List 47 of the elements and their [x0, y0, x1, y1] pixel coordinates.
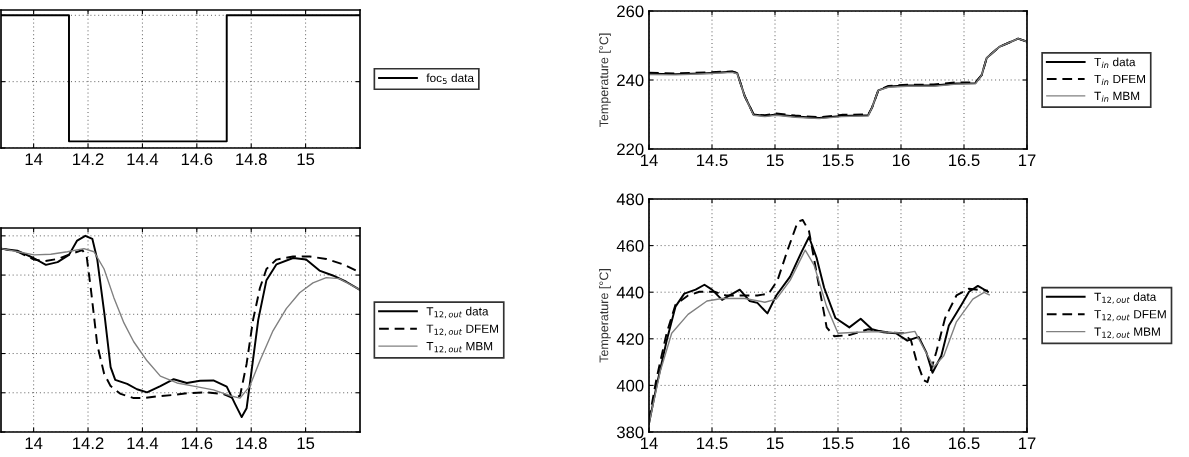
- legend-label: T$_{in}$ MBM: [1094, 91, 1140, 102]
- x-tick-label: 14: [641, 154, 658, 166]
- x-tick-label: 17: [1019, 437, 1036, 449]
- y-axis-title: Temperature [°C]: [599, 269, 611, 363]
- x-tick-label: 14.4: [127, 437, 159, 449]
- x-tick-label: 16: [893, 437, 910, 450]
- x-tick-label: 14.2: [73, 153, 104, 165]
- x-tick-label: 14.4: [127, 153, 159, 165]
- x-tick-label: 15: [297, 153, 315, 166]
- x-tick-label: 15.5: [823, 437, 854, 450]
- x-tick-label: 14: [641, 437, 658, 449]
- x-tick-label: 14.8: [236, 437, 267, 450]
- x-tick-label: 16.5: [949, 154, 980, 167]
- legend-label: T$_{in}$ DFEM: [1094, 74, 1145, 85]
- legend-label: foc$_{5}$ data: [426, 73, 474, 85]
- y-tick-label: 400: [616, 379, 644, 392]
- legend-label: T$_{12,out}$ DFEM: [426, 324, 498, 336]
- x-tick-label: 16.5: [949, 437, 980, 450]
- x-tick-label: 15.5: [823, 154, 854, 167]
- x-tick-label: 14: [25, 153, 43, 165]
- legend-label: T$_{12,out}$ MBM: [1094, 327, 1160, 339]
- y-tick-label: 420: [616, 333, 644, 345]
- x-tick-label: 15: [297, 437, 315, 450]
- legend-label: T$_{12,out}$ MBM: [426, 342, 493, 354]
- y-tick-label: 460: [616, 240, 644, 252]
- x-tick-label: 15: [767, 154, 784, 167]
- x-tick-label: 14.2: [73, 437, 104, 449]
- x-tick-label: 15: [767, 437, 784, 450]
- y-tick-label: 380: [616, 426, 644, 439]
- y-tick-label: 240: [617, 74, 644, 87]
- y-axis-title: Temperature [°C]: [599, 33, 611, 128]
- y-tick-label: 220: [617, 143, 644, 156]
- x-tick-label: 14: [25, 437, 43, 449]
- x-tick-label: 14.5: [697, 154, 728, 167]
- legend-label: T$_{in}$ data: [1094, 57, 1136, 69]
- y-tick-label: 480: [616, 193, 644, 206]
- x-tick-label: 14.8: [236, 153, 267, 166]
- x-tick-label: 14.6: [181, 153, 213, 166]
- x-tick-label: 17: [1019, 154, 1036, 166]
- legend-label: T$_{12,out}$ data: [426, 306, 489, 319]
- y-tick-label: 260: [617, 5, 644, 18]
- x-tick-label: 14.6: [181, 437, 213, 450]
- x-tick-label: 14.5: [697, 437, 728, 450]
- x-tick-label: 16: [893, 154, 910, 167]
- legend-label: T$_{12,out}$ data: [1094, 292, 1157, 304]
- legend-label: T$_{12,out}$ DFEM: [1094, 310, 1166, 322]
- y-tick-label: 440: [616, 286, 644, 299]
